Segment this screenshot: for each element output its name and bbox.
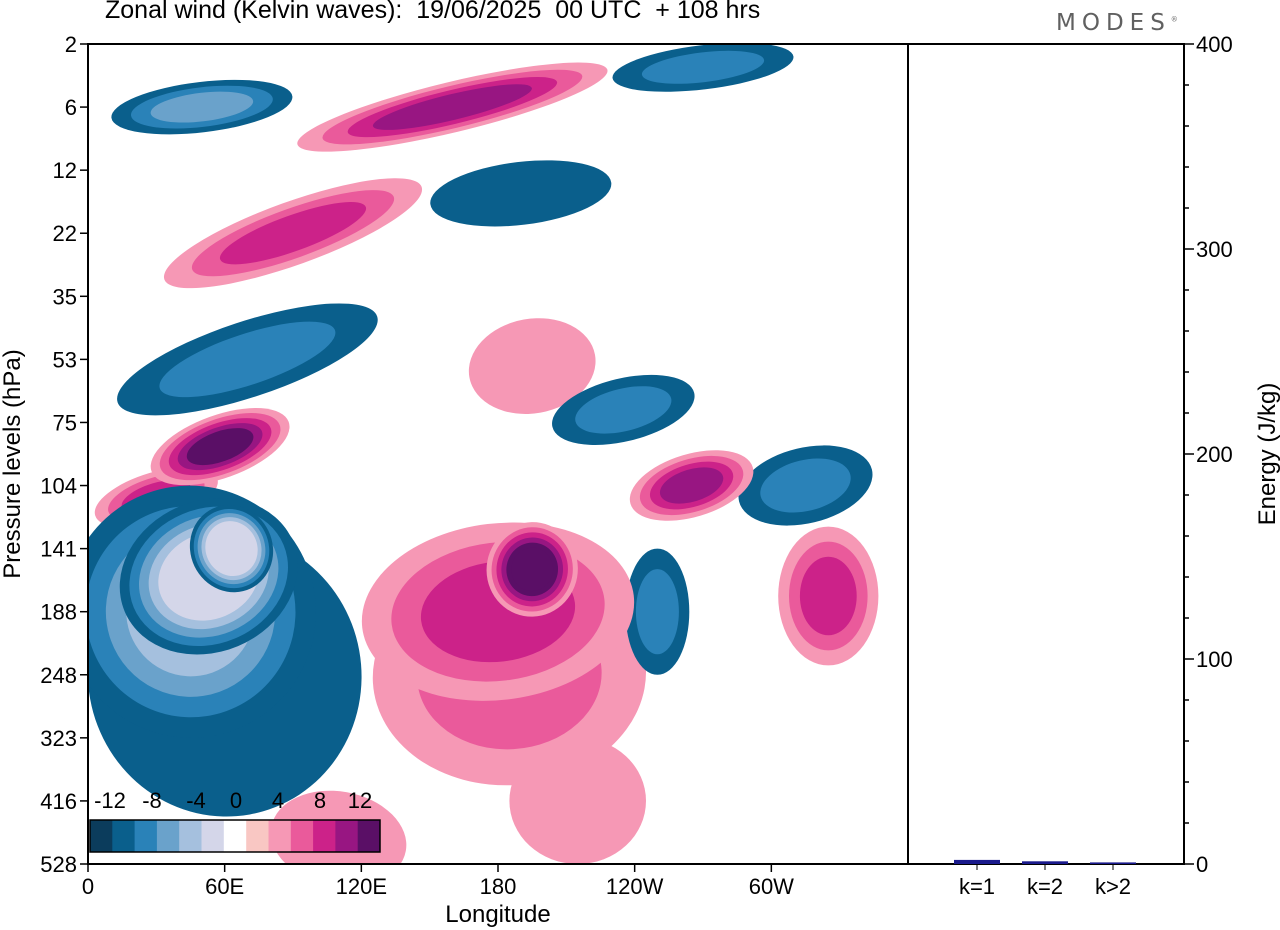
- colorbar-swatch: [246, 820, 269, 852]
- colorbar-tick-label: -8: [142, 788, 162, 813]
- y-tick-label: 416: [40, 789, 77, 814]
- contour-fill: [186, 428, 254, 466]
- y-tick-label: 6: [65, 95, 77, 120]
- energy-tick-label: 300: [1196, 237, 1233, 262]
- registered-mark: ®: [1170, 15, 1178, 24]
- y-tick-label: 22: [53, 221, 77, 246]
- contour-fill: [659, 467, 724, 504]
- colorbar-tick-label: 8: [314, 788, 326, 813]
- chart-title: Zonal wind (Kelvin waves): 19/06/2025 00…: [105, 0, 761, 24]
- colorbar-swatch: [223, 820, 247, 852]
- contour-fill: [760, 458, 851, 513]
- contour-fill: [641, 50, 765, 84]
- x-tick-label: 60W: [749, 874, 794, 899]
- contour-fill: [150, 91, 254, 123]
- colorbar-legend: -12 -8 -4 0 4 8 12: [89, 788, 381, 853]
- contour-fill: [159, 321, 336, 398]
- energy-tick-label: 200: [1196, 442, 1233, 467]
- colorbar-swatch: [290, 820, 314, 852]
- x-tick-label: 120E: [336, 874, 387, 899]
- energy-bar: [1090, 862, 1136, 864]
- energy-tick-label: 0: [1196, 852, 1208, 877]
- colorbar-tick-label: 0: [230, 788, 242, 813]
- brand-logo: MODES®: [1056, 10, 1178, 36]
- contour-fill: [511, 547, 554, 592]
- y-tick-label: 188: [40, 600, 77, 625]
- colorbar-swatch: [112, 820, 136, 852]
- contour-fill: [799, 556, 857, 636]
- energy-axis-title: Energy (J/kg): [1254, 383, 1280, 526]
- y-tick-label: 323: [40, 726, 77, 751]
- energy-tick-label: 100: [1196, 647, 1233, 672]
- y-tick-label: 35: [53, 284, 77, 309]
- contour-fill: [219, 202, 367, 265]
- y-tick-label: 141: [40, 537, 77, 562]
- colorbar-tick-label: -4: [186, 788, 206, 813]
- contour-fill: [468, 318, 596, 415]
- colorbar-swatch: [134, 820, 158, 852]
- x-tick-label: 0: [82, 874, 94, 899]
- colorbar-tick-label: -12: [94, 788, 126, 813]
- contour-fill: [575, 386, 672, 434]
- y-tick-label: 75: [53, 410, 77, 435]
- colorbar-tick-label: 12: [348, 788, 372, 813]
- energy-category-label: k=1: [959, 874, 995, 899]
- y-tick-label: 528: [40, 852, 77, 877]
- contour-fill: [372, 84, 532, 130]
- y-tick-label: 104: [40, 474, 77, 499]
- energy-bar-panel: 0 100 200 300 400 Energy (J/kg) k=1 k=2 k>2: [954, 32, 1280, 899]
- x-tick-label: 120W: [606, 874, 664, 899]
- energy-bar: [954, 859, 1000, 864]
- y-axis-title: Pressure levels (hPa): [0, 349, 26, 578]
- energy-bar: [1022, 861, 1068, 864]
- colorbar-swatch: [201, 820, 225, 852]
- brand-name: MODES: [1056, 10, 1171, 36]
- colorbar-swatch: [313, 820, 336, 852]
- contour-fill: [635, 569, 679, 655]
- y-tick-label: 12: [53, 158, 77, 183]
- colorbar-swatch: [268, 820, 292, 852]
- y-tick-label: 248: [40, 663, 77, 688]
- contour-fill: [213, 529, 250, 568]
- colorbar-swatch: [335, 820, 359, 852]
- energy-category-label: k>2: [1095, 874, 1131, 899]
- x-tick-label: 180: [480, 874, 517, 899]
- colorbar-swatch: [179, 820, 202, 852]
- energy-category-label: k=2: [1027, 874, 1063, 899]
- x-axis-title: Longitude: [445, 901, 550, 928]
- energy-tick-label: 400: [1196, 32, 1233, 57]
- colorbar-tick-label: 4: [272, 788, 284, 813]
- contour-fill: [430, 160, 612, 227]
- y-tick-label: 53: [53, 347, 77, 372]
- heatmap-contours: [88, 44, 879, 864]
- colorbar-swatch: [357, 820, 381, 852]
- colorbar-swatch: [90, 820, 113, 852]
- colorbar-swatch: [156, 820, 180, 852]
- y-tick-label: 2: [65, 32, 77, 57]
- colorbar-frame: [89, 819, 381, 853]
- x-tick-label: 60E: [205, 874, 244, 899]
